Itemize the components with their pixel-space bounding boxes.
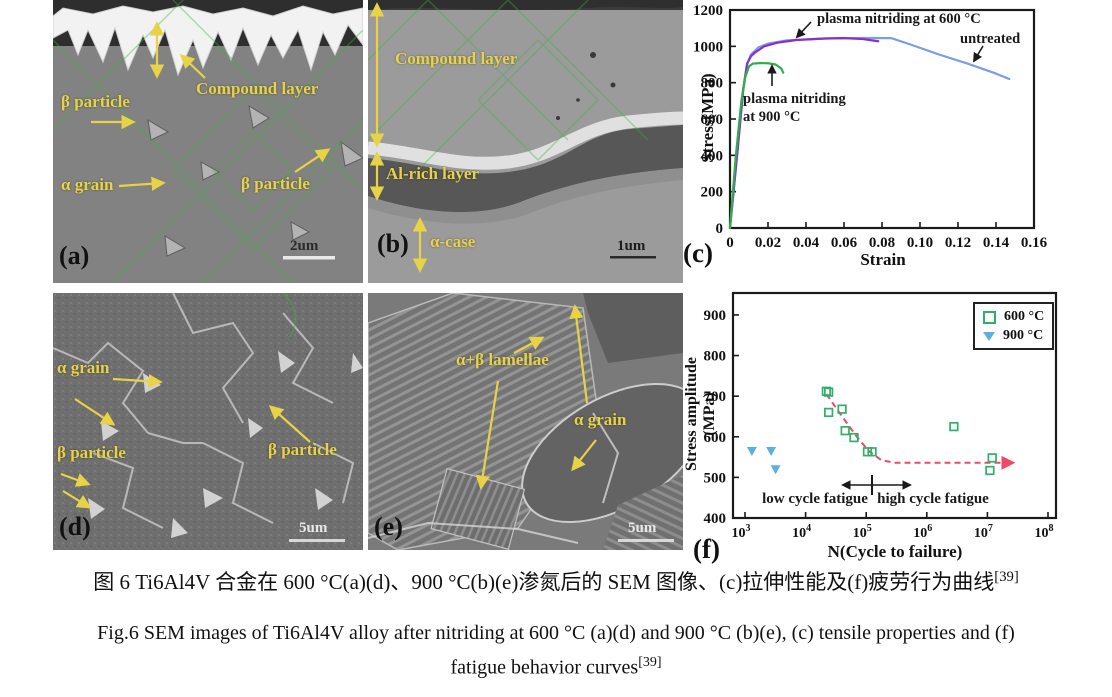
caption-english-text2: fatigue behavior curves — [450, 656, 639, 679]
legend-marker-open-square — [983, 310, 996, 324]
annotation-alpha-case: α-case — [430, 232, 476, 251]
scale-text-b: 1um — [617, 238, 646, 254]
yaxis-label-stress: Stress(MPa) — [698, 73, 717, 163]
caption-chinese-text: 图 6 Ti6Al4V 合金在 600 °C(a)(d)、900 °C(b)(e… — [93, 570, 995, 594]
svg-text:0.04: 0.04 — [793, 235, 820, 251]
svg-text:800: 800 — [701, 76, 724, 92]
svg-text:800: 800 — [704, 349, 727, 365]
caption-chinese-ref: [39] — [994, 569, 1019, 585]
scale-bar-b — [610, 256, 656, 259]
svg-text:400: 400 — [704, 511, 727, 527]
caption-english-line2: fatigue behavior curves[39] — [0, 655, 1112, 680]
legend-row-600: 600 °C — [983, 309, 1044, 325]
legend-marker-filled-triangle — [983, 331, 995, 341]
svg-text:1200: 1200 — [693, 3, 723, 19]
caption-english-line1: Fig.6 SEM images of Ti6Al4V alloy after … — [0, 622, 1112, 645]
panel-label-d: (d) — [59, 512, 91, 541]
svg-text:105: 105 — [853, 523, 872, 541]
annotation-arrows-e — [475, 304, 597, 490]
scale-text-e: 5um — [628, 520, 657, 536]
curve-label-untreated: untreated — [960, 31, 1021, 47]
annotation-low-cycle: low cycle fatigue — [762, 491, 868, 507]
scale-bar-a — [283, 256, 335, 260]
svg-text:0.10: 0.10 — [907, 235, 933, 251]
panel-label-f: (f) — [693, 534, 720, 564]
panel-label-a: (a) — [59, 241, 90, 270]
annotation-beta-particle-top: β particle — [61, 92, 130, 111]
svg-text:0: 0 — [726, 235, 734, 251]
svg-text:0.16: 0.16 — [1021, 235, 1048, 251]
svg-text:0.02: 0.02 — [755, 235, 781, 251]
caption-english-text1: Fig.6 SEM images of Ti6Al4V alloy after … — [97, 622, 1015, 644]
svg-text:0.12: 0.12 — [945, 235, 971, 251]
annotation-beta-particle-right: β particle — [241, 174, 310, 193]
xaxis-label-cycles: N(Cycle to failure) — [827, 542, 963, 561]
svg-text:500: 500 — [704, 470, 727, 486]
annotation-arrows-d — [60, 374, 311, 509]
scale-bar-d — [289, 539, 345, 542]
curve-label-900-line1: plasma nitriding — [743, 91, 846, 107]
tensile-plot: 0 0.02 0.04 0.06 0.08 0.10 0.12 0.14 0.16 0 200 400… — [693, 3, 1048, 251]
svg-text:104: 104 — [792, 523, 811, 541]
svg-text:0: 0 — [716, 221, 724, 237]
tensile-chart-c: 0 0.02 0.04 0.06 0.08 0.10 0.12 0.14 0.16 0 200 400… — [683, 0, 1112, 285]
xaxis-label-strain: Strain — [860, 250, 906, 269]
svg-text:0.14: 0.14 — [983, 235, 1010, 251]
annotation-alpha-grain: α grain — [61, 175, 114, 194]
annotation-compound-layer-b: Compound layer — [395, 49, 518, 68]
scale-text-d: 5um — [299, 520, 328, 536]
svg-text:200: 200 — [701, 185, 724, 201]
watermark-pattern — [282, 293, 297, 339]
legend-row-900: 900 °C — [983, 328, 1044, 344]
legend-box: 600 °C 900 °C — [973, 302, 1055, 350]
svg-text:103: 103 — [732, 523, 751, 541]
svg-text:600: 600 — [704, 430, 727, 446]
sem-panel-e: α+β lamellae α grain (e) 5um — [368, 293, 683, 550]
annotation-beta-particle-right-d: β particle — [268, 440, 337, 459]
annotation-alpha-grain-d: α grain — [57, 358, 110, 377]
curve-label-600: plasma nitriding at 600 °C — [817, 11, 981, 27]
svg-text:600: 600 — [701, 112, 724, 128]
panel-label-c: (c) — [683, 238, 713, 268]
scale-text-a: 2um — [290, 238, 319, 254]
svg-text:700: 700 — [704, 389, 727, 405]
caption-english-ref: [39] — [638, 655, 662, 670]
annotation-arrows-a — [91, 21, 331, 191]
svg-text:108: 108 — [1035, 523, 1054, 541]
scale-bar-e — [618, 539, 674, 542]
sem-panel-a: β particle Compound layer α grain β part… — [53, 0, 363, 283]
panel-label-b: (b) — [377, 229, 409, 258]
yaxis-label-stress-amplitude: Stress amplitude (MPa) — [683, 357, 718, 471]
sem-micrograph-b — [368, 0, 683, 283]
svg-text:900: 900 — [704, 308, 727, 324]
annotation-compound-layer: Compound layer — [196, 79, 319, 98]
annotation-lamellae: α+β lamellae — [456, 350, 549, 369]
svg-text:0.06: 0.06 — [831, 235, 858, 251]
annotation-al-rich-layer: Al-rich layer — [386, 164, 479, 183]
legend-label-600: 600 °C — [1004, 309, 1045, 324]
svg-text:106: 106 — [913, 523, 932, 541]
fatigue-plot: 103 104 105 106 107 108 400 500 600 700 800 900 — [704, 291, 1058, 541]
annotation-arrows-b — [369, 2, 428, 273]
sem-micrograph-e — [368, 293, 683, 550]
legend-label-900: 900 °C — [1003, 328, 1044, 343]
sem-micrograph-a — [53, 0, 363, 283]
svg-text:0.08: 0.08 — [869, 235, 895, 251]
annotation-high-cycle: high cycle fatigue — [877, 491, 989, 507]
svg-text:1000: 1000 — [693, 39, 723, 55]
annotation-alpha-grain-e: α grain — [574, 410, 627, 429]
watermark-pattern — [53, 0, 363, 283]
caption-chinese: 图 6 Ti6Al4V 合金在 600 °C(a)(d)、900 °C(b)(e… — [0, 566, 1112, 596]
panel-label-e: (e) — [374, 512, 403, 541]
annotation-beta-particle-left-d: β particle — [57, 443, 126, 462]
curve-label-900-line2: at 900 °C — [743, 109, 801, 125]
sem-micrograph-d — [53, 293, 363, 550]
svg-text:400: 400 — [701, 148, 724, 164]
svg-text:107: 107 — [974, 523, 993, 541]
sem-panel-b: Compound layer Al-rich layer α-case (b) … — [368, 0, 683, 283]
sem-panel-d: α grain β particle β particle (d) 5um — [53, 293, 363, 550]
fatigue-chart-f: 103 104 105 106 107 108 400 500 600 700 800 900 low… — [683, 288, 1112, 580]
